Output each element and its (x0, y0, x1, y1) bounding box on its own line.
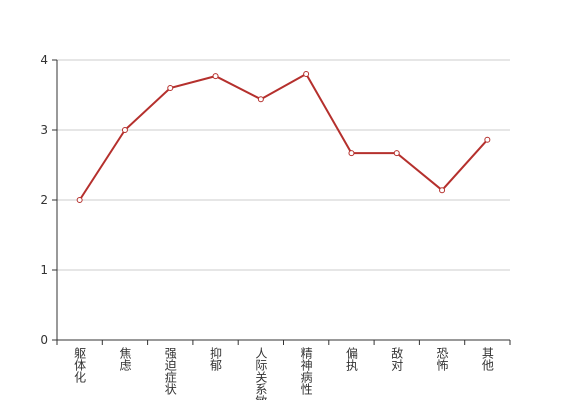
x-tick-label: 人际关系敏感 (254, 347, 268, 400)
y-tick-label: 4 (40, 53, 48, 67)
x-tick-label: 焦虑 (118, 347, 132, 371)
x-tick-label: 精神病性 (299, 347, 313, 396)
point (439, 187, 446, 194)
x-tick-label: 恐怖 (435, 347, 449, 371)
point (303, 71, 310, 77)
point (167, 85, 174, 91)
y-tick-label: 2 (40, 193, 48, 207)
x-tick-label: 偏执 (344, 346, 358, 372)
x-tick-label: 敌对 (390, 346, 404, 371)
y-tick-label: 3 (40, 123, 48, 137)
x-tick-label: 其他 (480, 347, 494, 371)
line (78, 72, 489, 201)
y-tick-label: 1 (40, 263, 48, 277)
x-tick-label: 强迫症状 (163, 347, 177, 395)
point (257, 96, 264, 103)
x-tick-label: 躯体化 (73, 346, 87, 384)
point (393, 150, 400, 157)
point (121, 127, 128, 133)
point (76, 197, 83, 203)
point (484, 136, 491, 143)
y-tick-label: 0 (40, 333, 48, 347)
x-tick-label: 抑郁 (209, 346, 223, 372)
point (212, 73, 219, 80)
point (348, 150, 355, 157)
